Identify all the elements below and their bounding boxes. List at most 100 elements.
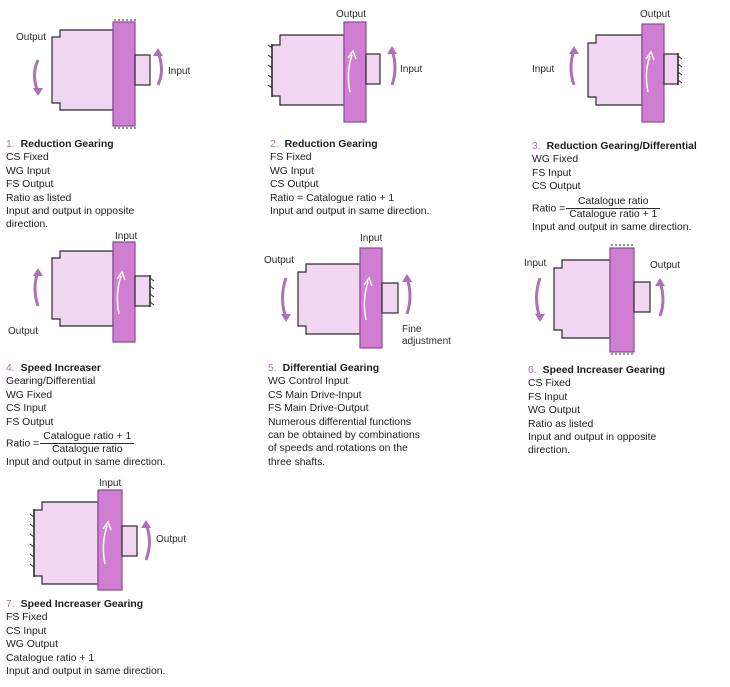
rotation-arrow-icon	[102, 525, 108, 565]
ratio-numerator: Catalogue ratio + 1	[43, 431, 132, 443]
caption-line: Input and output in same direction.	[6, 457, 166, 469]
ratio-formula: Ratio = Catalogue ratio Catalogue ratio + …	[532, 196, 697, 221]
shaft	[121, 525, 138, 557]
caption-line: WG Fixed	[6, 389, 53, 401]
arrowhead-icon	[569, 46, 579, 54]
shaft	[633, 281, 651, 313]
gear-drawing-5: Input Output Fine adjustment	[264, 233, 451, 349]
caption-4: 4. Speed Increaser Gearing/Differential W…	[6, 362, 165, 469]
output-label: Output	[156, 534, 186, 545]
arrowhead-icon	[402, 274, 412, 282]
diagram-3: Output Input 3. Reduction Gearing/Differe…	[526, 0, 730, 240]
caption-line: FS Output	[6, 416, 54, 428]
caption-3: 3. Reduction Gearing/Differential WG Fixe…	[532, 140, 697, 234]
arrowhead-icon	[655, 278, 665, 286]
caption-line: CS Input	[6, 625, 47, 637]
diagram-title: Speed Increaser Gearing	[20, 599, 144, 610]
caption-line: Input and output in same direction.	[6, 666, 166, 678]
output-label: Output	[8, 326, 38, 337]
caption-line: FS Fixed	[6, 612, 48, 624]
caption-line: direction.	[528, 445, 571, 457]
output-label: Output	[16, 32, 46, 43]
fixed-hatch-icon	[29, 513, 35, 568]
output-label: Output	[336, 9, 366, 20]
rotation-arrow-icon	[569, 49, 576, 86]
caption-line: CS Fixed	[528, 378, 571, 390]
wave-generator-gear	[641, 23, 665, 123]
gear-drawing-7: Input Output	[29, 478, 186, 591]
ratio-label: Ratio =	[532, 202, 566, 214]
diagram-title: Reduction Gearing	[20, 139, 114, 150]
caption-line: WG Input	[270, 165, 314, 177]
rotation-arrow-icon	[363, 281, 369, 321]
caption-line: FS Main Drive-Output	[268, 403, 369, 415]
diagram-title: Reduction Gearing/Differential	[546, 141, 697, 152]
wave-generator-gear	[343, 21, 367, 123]
ratio-denominator: Catalogue ratio	[40, 443, 135, 456]
fine-label: Fine	[402, 324, 422, 335]
caption-line: WG Input	[6, 165, 50, 177]
diagram-number: 5.	[268, 363, 277, 374]
rotation-arrow-icon	[33, 271, 40, 307]
input-label: Input	[115, 231, 137, 242]
rotation-arrow-icon	[535, 277, 542, 319]
rotation-arrow-icon	[116, 275, 122, 315]
shaft	[134, 275, 151, 307]
arrowhead-icon	[535, 314, 545, 322]
caption-line: FS Input	[528, 391, 568, 403]
caption-line: Input and output in same direction.	[270, 206, 430, 218]
rotation-arrow-icon	[405, 277, 412, 315]
arrowhead-icon	[347, 49, 357, 60]
circular-spline-body	[51, 250, 114, 327]
caption-line: WG Fixed	[532, 154, 579, 166]
arrowhead-icon	[102, 520, 112, 531]
input-label: Input	[168, 66, 190, 77]
arrowhead-icon	[281, 314, 291, 322]
input-label: Input	[524, 258, 546, 269]
rotation-arrow-icon	[658, 281, 665, 317]
arrowhead-icon	[363, 276, 373, 287]
caption-line: can be obtained by combinations	[268, 430, 420, 442]
circular-spline-body	[587, 34, 643, 106]
diagram-number: 6.	[528, 365, 537, 376]
caption-line: CS Fixed	[6, 152, 49, 164]
shaft	[134, 54, 151, 86]
caption-line: Numerous differential functions	[268, 416, 412, 428]
input-label: Input	[532, 64, 554, 75]
diagram-number: 2.	[270, 139, 279, 150]
output-label: Output	[264, 255, 294, 266]
ratio-fraction: Catalogue ratio + 1 Catalogue ratio	[40, 431, 135, 456]
caption-line: CS Output	[532, 181, 581, 193]
shaft	[663, 53, 679, 85]
gear-drawing-6: Input Output	[524, 244, 680, 355]
arrowhead-icon	[33, 88, 43, 96]
diagram-7: Input Output 7. Speed Increaser Gearing F…	[0, 474, 240, 687]
circular-spline-body	[297, 263, 361, 335]
fixed-hatch-icon	[677, 55, 683, 84]
caption-line: three shafts.	[268, 456, 326, 468]
diagram-title: Differential Gearing	[282, 363, 380, 374]
caption-line: CS Output	[270, 179, 319, 191]
arrowhead-icon	[141, 520, 151, 528]
ratio-denominator: Catalogue ratio + 1	[566, 207, 661, 221]
gear-drawing-1: Output Input	[16, 19, 190, 129]
gear-drawing-4: Input Output	[8, 231, 155, 343]
arrowhead-icon	[33, 268, 43, 276]
wave-generator-gear	[609, 247, 635, 353]
diagram-number: 4.	[6, 363, 15, 374]
arrowhead-icon	[387, 46, 397, 54]
caption-line: direction.	[6, 219, 49, 231]
caption-line: Catalogue ratio + 1	[6, 652, 95, 664]
circular-spline-body	[51, 29, 114, 111]
caption-line: CS Main Drive-Input	[268, 389, 362, 401]
gear-drawing-2: Output Input	[267, 9, 422, 123]
diagram-number: 1.	[6, 139, 15, 150]
circular-spline-body	[553, 259, 611, 339]
caption-line: Ratio as listed	[6, 192, 72, 204]
caption-line: FS Output	[6, 179, 54, 191]
wave-generator-gear	[359, 247, 383, 349]
rotation-arrow-icon	[281, 277, 288, 319]
rotation-arrow-icon	[33, 59, 40, 93]
caption-line: WG Output	[6, 639, 58, 651]
caption-line: Input and output in opposite	[528, 432, 657, 444]
